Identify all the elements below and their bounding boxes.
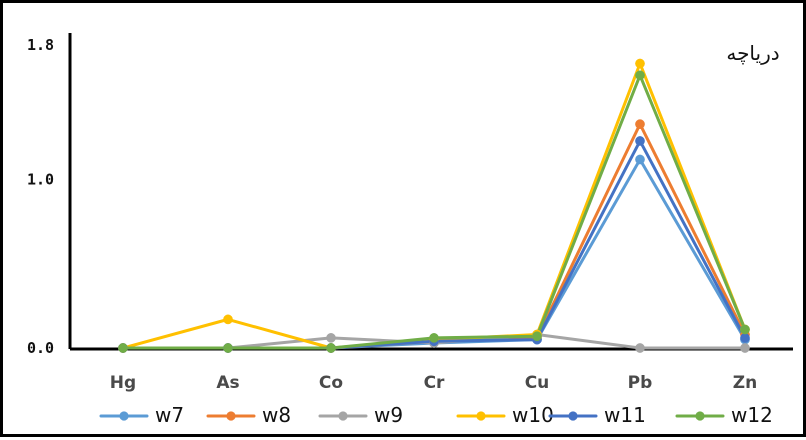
legend-label-w9: w9 [374, 403, 403, 427]
series-points-layer [118, 58, 750, 353]
legend-marker-w8 [226, 411, 236, 421]
y-tick-label: 0.0 [27, 339, 54, 357]
series-line-w7 [121, 157, 747, 350]
legend-item-w8: w8 [206, 403, 291, 427]
chart-title: دریاچه [726, 41, 779, 65]
legend-label-w7: w7 [155, 403, 184, 427]
legend-item-w11: w11 [548, 403, 646, 427]
labels-layer: 0.0 1.0 1.8 Hg As Co Cr Cu Pb Zn دریاچه [27, 36, 780, 393]
legend-item-w9: w9 [318, 403, 403, 427]
x-tick-label: As [216, 373, 239, 393]
axes-layer [68, 33, 793, 351]
legend-label-w11: w11 [604, 403, 646, 427]
x-tick-label: Cr [424, 373, 445, 393]
data-point-w7-Pb [635, 154, 645, 165]
legend-marker-w11 [568, 411, 578, 421]
series-line-w11 [121, 139, 747, 350]
data-point-w12-As [223, 343, 233, 353]
legend-marker-w9 [338, 411, 348, 421]
legend-marker-w7 [119, 411, 129, 421]
legend-label-w12: w12 [731, 403, 773, 427]
legend-label-w10: w10 [512, 403, 554, 427]
y-tick-label: 1.8 [27, 36, 54, 54]
data-point-w8-Pb [635, 119, 645, 129]
legend-item-w10: w10 [456, 403, 554, 427]
legend-item-w7: w7 [99, 403, 184, 427]
data-point-w11-Zn [740, 333, 750, 343]
legend-item-w12: w12 [675, 403, 773, 427]
data-point-w12-Co [326, 343, 336, 353]
data-point-w12-Hg [118, 343, 128, 353]
data-point-w12-Cr [429, 333, 439, 343]
data-point-w9-Pb [635, 343, 645, 353]
legend-label-w8: w8 [262, 403, 291, 427]
x-tick-label: Co [319, 373, 343, 393]
legend-marker-w12 [695, 411, 705, 421]
data-point-w10-As [223, 314, 233, 325]
data-point-w10-Pb [635, 58, 645, 69]
legend: w7 w8 w9 w10 w11 w12 [99, 403, 773, 427]
data-point-w9-Zn [740, 343, 750, 353]
legend-marker-w10 [476, 411, 486, 421]
y-tick-label: 1.0 [27, 171, 54, 189]
series-line-w12 [121, 73, 747, 350]
x-tick-label: Pb [628, 373, 653, 393]
data-point-w12-Pb [635, 70, 645, 81]
data-point-w11-Pb [635, 136, 645, 146]
series-line-w8 [121, 122, 747, 350]
x-tick-label: Zn [733, 373, 757, 393]
series-lines-layer [121, 62, 747, 350]
x-tick-label: Cu [525, 373, 550, 393]
data-point-w12-Cu [532, 331, 542, 342]
x-tick-label: Hg [110, 373, 136, 393]
data-point-w9-Co [326, 333, 336, 343]
data-point-w12-Zn [740, 324, 750, 335]
